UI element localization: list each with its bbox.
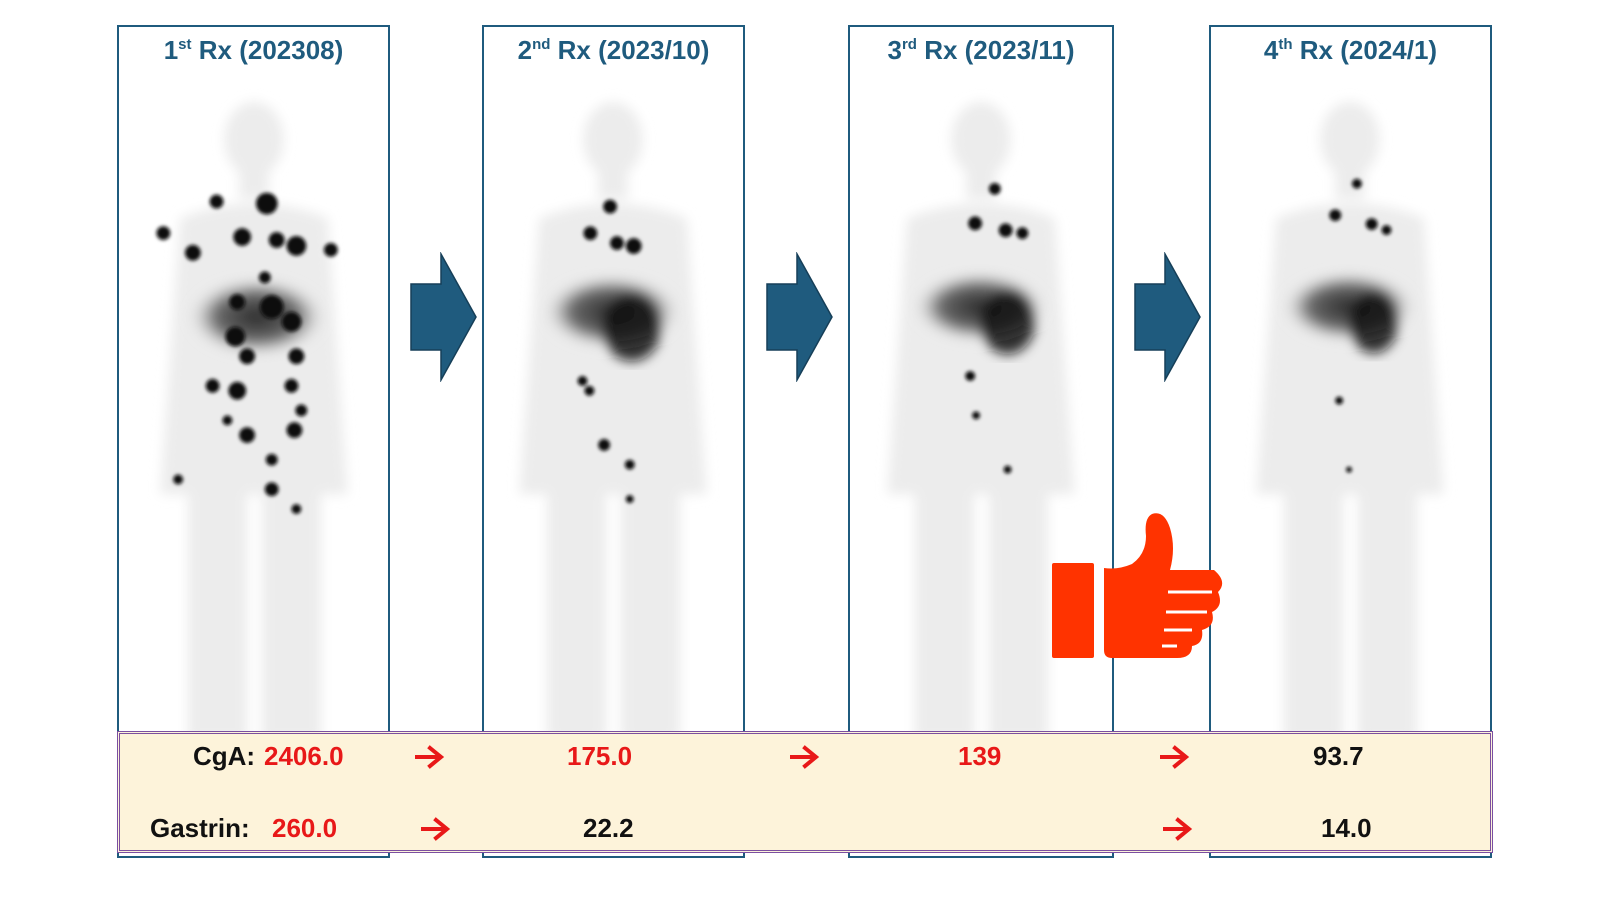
scan-panel-2: 2nd Rx (2023/10) <box>482 25 745 858</box>
right-arrow-icon <box>790 745 820 769</box>
right-arrow-icon <box>1160 745 1190 769</box>
cga-value-2: 175.0 <box>567 741 633 771</box>
whole-body-scan-3 <box>887 102 1075 741</box>
scan-panel-4: 4th Rx (2024/1) <box>1209 25 1492 858</box>
progress-arrow-icon-2 <box>766 252 833 382</box>
right-arrow-icon <box>415 745 445 769</box>
gastrin-value-2: 22.2 <box>583 813 634 843</box>
progress-arrow-icon-3 <box>1134 252 1201 382</box>
right-arrow-icon <box>1163 817 1193 841</box>
whole-body-scan-2 <box>519 102 707 741</box>
panel-title-3: 3rd Rx (2023/11) <box>887 35 1075 65</box>
gastrin-value-1: 260.0 <box>272 813 338 843</box>
cga-value-1: 2406.0 <box>264 741 344 771</box>
progress-arrow-icon-1 <box>410 252 477 382</box>
cga-value-4: 93.7 <box>1313 741 1364 771</box>
whole-body-scan-1 <box>156 102 348 741</box>
cga-label: CgA: <box>193 741 256 771</box>
right-arrow-icon <box>421 817 451 841</box>
panel-title-2: 2nd Rx (2023/10) <box>517 35 710 65</box>
gastrin-value-3: 14.0 <box>1321 813 1372 843</box>
scan-panel-1: 1st Rx (202308) <box>117 25 390 858</box>
gastrin-label: Gastrin: <box>150 813 250 843</box>
whole-body-scan-4 <box>1256 101 1444 741</box>
panel-title-1: 1st Rx (202308) <box>163 35 344 65</box>
thumbs-up-icon <box>1052 513 1223 658</box>
panel-title-4: 4th Rx (2024/1) <box>1263 35 1438 65</box>
lab-values-panel <box>117 731 1493 853</box>
cga-value-3: 139 <box>958 741 1002 771</box>
scan-panel-3: 3rd Rx (2023/11) <box>848 25 1114 858</box>
